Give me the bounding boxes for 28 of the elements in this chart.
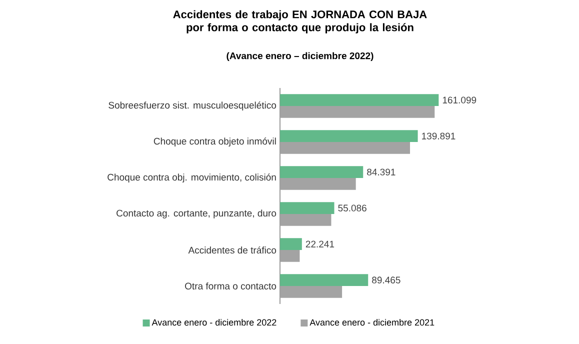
data-label: 55.086 bbox=[338, 204, 366, 212]
data-label: 22.241 bbox=[306, 240, 334, 248]
y-tick-label: Choque contra obj. movimiento, colisión bbox=[108, 174, 276, 182]
bar bbox=[280, 274, 368, 286]
bar bbox=[280, 130, 418, 142]
y-tick-label: Choque contra objeto inmóvil bbox=[154, 138, 276, 146]
y-tick-label: Accidentes de tráfico bbox=[188, 246, 276, 254]
y-tick-label: Sobreesfuerzo sist. musculoesquelético bbox=[108, 102, 276, 110]
chart-subtitle: (Avance enero – diciembre 2022) bbox=[226, 52, 374, 62]
bar bbox=[280, 202, 334, 214]
bar bbox=[280, 94, 439, 106]
bar bbox=[280, 166, 364, 178]
data-label: 139.891 bbox=[422, 132, 456, 140]
y-tick-label: Contacto ag. cortante, punzante, duro bbox=[116, 210, 276, 218]
data-label: 89.465 bbox=[372, 276, 400, 284]
legend-label: Avance enero - diciembre 2022 bbox=[152, 318, 276, 326]
bar bbox=[280, 238, 302, 250]
bar bbox=[280, 178, 356, 190]
bar bbox=[280, 142, 410, 154]
legend-label: Avance enero - diciembre 2021 bbox=[310, 318, 434, 326]
bar bbox=[280, 286, 342, 298]
data-label: 161.099 bbox=[442, 96, 476, 104]
bar bbox=[280, 214, 332, 226]
data-label: 84.391 bbox=[367, 168, 396, 176]
y-tick-label: Otra forma o contacto bbox=[185, 282, 276, 290]
bar bbox=[280, 250, 300, 262]
chart-title: Accidentes de trabajo EN JORNADA CON BAJA por forma o contacto que produjo la lesión bbox=[173, 10, 427, 34]
bar bbox=[280, 106, 435, 118]
